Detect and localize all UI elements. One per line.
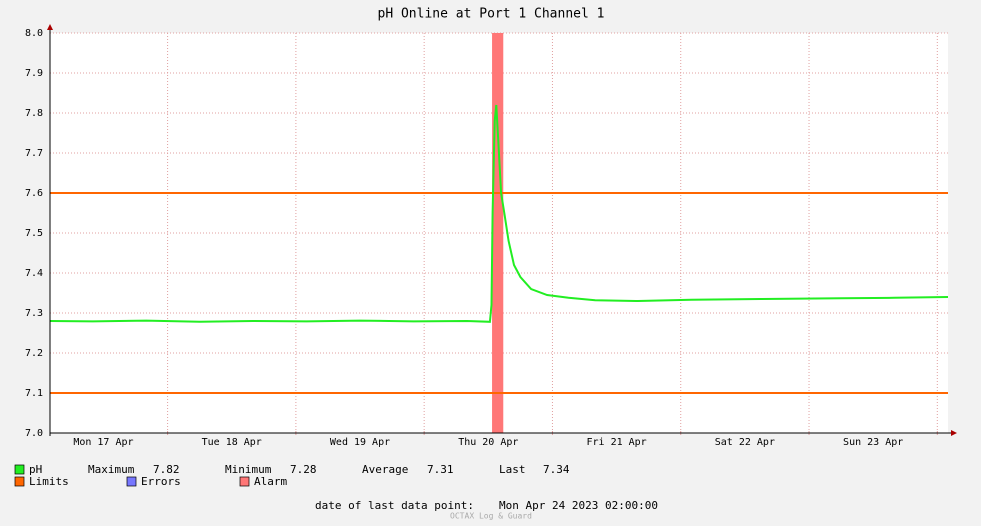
y-arrow [47, 24, 53, 30]
y-tick-label: 7.3 [25, 308, 43, 319]
legend-swatch [126, 476, 137, 487]
x-tick-label: Fri 21 Apr [586, 437, 646, 448]
x-tick-label: Tue 18 Apr [202, 437, 262, 448]
stat-value: 7.82 [153, 463, 180, 476]
footer-label: date of last data point: [315, 499, 474, 512]
y-tick-label: 7.7 [25, 148, 43, 159]
legend-swatch [14, 464, 25, 475]
legend-swatch [239, 476, 250, 487]
legend-label: pH [29, 463, 42, 476]
x-tick-label: Wed 19 Apr [330, 437, 390, 448]
footer-value: Mon Apr 24 2023 02:00:00 [499, 499, 658, 512]
stat-value: 7.31 [427, 463, 454, 476]
stat-value: 7.28 [290, 463, 317, 476]
stat-label: Last [499, 463, 526, 476]
x-arrow [951, 430, 957, 436]
legend-swatch [14, 476, 25, 487]
x-tick-label: Sun 23 Apr [843, 437, 903, 448]
stat-label: Maximum [88, 463, 135, 476]
x-tick-label: Mon 17 Apr [73, 437, 133, 448]
line-series [49, 104, 949, 323]
stat-label: Average [362, 463, 408, 476]
y-tick-label: 7.0 [25, 428, 43, 439]
legend-label: Limits [29, 475, 69, 488]
y-tick-label: 8.0 [25, 28, 43, 39]
x-tick-label: Thu 20 Apr [458, 437, 518, 448]
watermark: OCTAX Log & Guard [450, 512, 532, 521]
stat-value: 7.34 [543, 463, 570, 476]
y-tick-label: 7.8 [25, 108, 43, 119]
chart-title: pH Online at Port 1 Channel 1 [378, 7, 605, 22]
stat-label: Minimum [225, 463, 272, 476]
alarm-band [492, 33, 504, 433]
y-tick-label: 7.9 [25, 68, 43, 79]
y-tick-label: 7.1 [25, 388, 43, 399]
legend-label: Alarm [254, 475, 287, 488]
y-tick-label: 7.6 [25, 188, 43, 199]
x-tick-label: Sat 22 Apr [715, 437, 775, 448]
y-tick-label: 7.4 [25, 268, 43, 279]
y-tick-label: 7.2 [25, 348, 43, 359]
legend-label: Errors [141, 475, 181, 488]
y-tick-label: 7.5 [25, 228, 43, 239]
